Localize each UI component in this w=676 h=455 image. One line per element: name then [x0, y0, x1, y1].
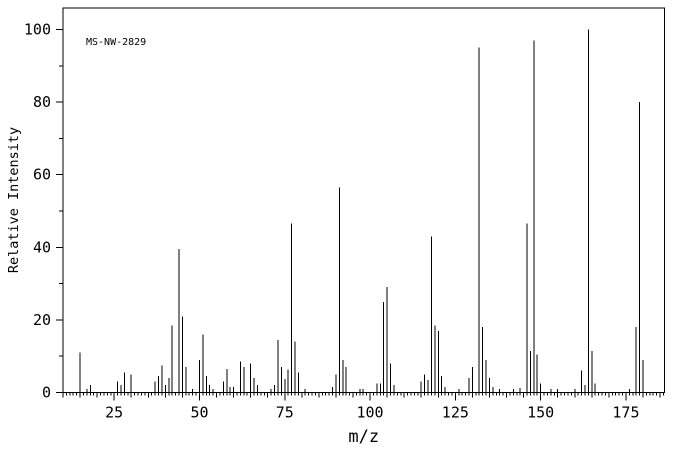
x-axis-tick-label: 150: [527, 404, 554, 422]
y-axis-tick-label: 40: [33, 238, 51, 256]
x-axis-tick-label: 75: [276, 404, 294, 422]
x-axis-tick-label: 25: [105, 404, 123, 422]
x-axis-tick-label: 175: [612, 404, 639, 422]
y-axis-title: Relative Intensity: [6, 127, 22, 273]
y-axis-tick-label: 20: [33, 311, 51, 329]
x-axis-tick-label: 50: [190, 404, 208, 422]
plot-border: [62, 7, 665, 393]
spectrum-id-annotation: MS-NW-2829: [86, 37, 146, 48]
x-axis-tick-label: 125: [442, 404, 469, 422]
y-axis-tick-label: 0: [42, 384, 51, 402]
x-axis-title: m/z: [348, 427, 379, 447]
x-axis-tick-label: 100: [357, 404, 384, 422]
y-axis-tick-label: 80: [33, 93, 51, 111]
y-axis-tick-label: 100: [24, 21, 51, 39]
y-axis-tick-label: 60: [33, 166, 51, 184]
